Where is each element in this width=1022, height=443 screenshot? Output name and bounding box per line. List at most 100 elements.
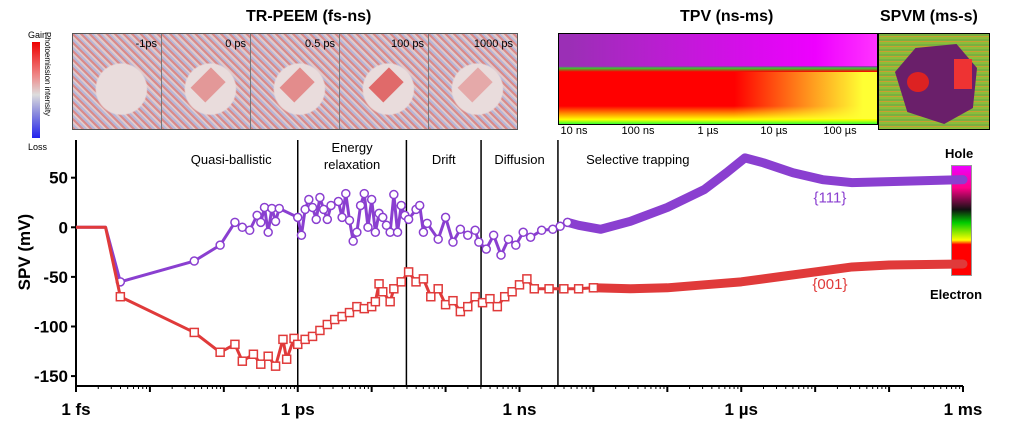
data-point bbox=[529, 284, 540, 294]
data-point bbox=[488, 230, 499, 240]
data-point bbox=[307, 202, 318, 213]
data-point bbox=[263, 351, 273, 361]
y-tick-label: -150 bbox=[34, 367, 68, 386]
data-point bbox=[293, 212, 303, 223]
y-tick-label: -50 bbox=[43, 268, 68, 287]
data-point bbox=[274, 203, 285, 214]
region-label: relaxation bbox=[324, 157, 380, 172]
photoemission-colorbar: Gain Photoemission intensity Loss bbox=[27, 30, 67, 152]
data-point bbox=[215, 240, 225, 250]
colorbar-gradient bbox=[32, 42, 40, 138]
data-point bbox=[189, 256, 200, 266]
series-tail bbox=[588, 259, 968, 294]
data-point bbox=[304, 194, 314, 205]
data-point bbox=[315, 325, 325, 336]
tpv-tick-label: 1 µs bbox=[697, 125, 719, 137]
colorbar-gain-label: Gain bbox=[28, 30, 48, 40]
data-point bbox=[248, 349, 259, 360]
data-point bbox=[463, 301, 473, 312]
electron-label: Electron bbox=[930, 287, 983, 302]
peem-title: TR-PEEM (fs-ns) bbox=[246, 8, 372, 25]
data-point bbox=[270, 216, 281, 227]
data-point bbox=[496, 250, 506, 260]
peem-frame: 100 ps bbox=[340, 34, 429, 129]
y-axis-label: SPV (mV) bbox=[15, 214, 34, 291]
data-point bbox=[433, 234, 443, 244]
colorbar-loss-label: Loss bbox=[28, 142, 48, 152]
data-point bbox=[363, 222, 373, 233]
data-point bbox=[514, 280, 525, 290]
data-point bbox=[256, 359, 266, 369]
tpv-tick-label: 100 ns bbox=[621, 125, 655, 137]
data-point bbox=[370, 227, 381, 237]
data-point bbox=[414, 200, 425, 211]
data-point bbox=[263, 227, 273, 237]
data-point bbox=[389, 189, 399, 200]
data-point bbox=[511, 240, 521, 250]
data-point bbox=[322, 319, 333, 330]
data-point bbox=[559, 284, 569, 294]
data-point bbox=[237, 356, 248, 366]
data-point bbox=[378, 212, 388, 223]
frame-time-label: 1000 ps bbox=[473, 38, 513, 50]
data-point bbox=[544, 284, 554, 294]
series-tail bbox=[563, 153, 968, 234]
region-label: Selective trapping bbox=[586, 152, 689, 167]
spvm-image bbox=[878, 33, 990, 130]
series-label: {111} bbox=[814, 189, 847, 206]
y-tick-label: 50 bbox=[49, 169, 68, 188]
data-point bbox=[366, 194, 377, 205]
data-point bbox=[418, 227, 429, 237]
region-label: Drift bbox=[432, 152, 456, 167]
data-point bbox=[492, 301, 503, 312]
peem-frame: -1ps bbox=[73, 34, 162, 129]
data-point bbox=[433, 284, 443, 294]
data-point bbox=[474, 237, 484, 247]
data-point bbox=[470, 291, 480, 302]
x-tick-label: 1 ns bbox=[502, 400, 536, 419]
data-point bbox=[426, 291, 436, 302]
series-label: {001} bbox=[812, 276, 847, 293]
data-point bbox=[322, 214, 333, 225]
data-point bbox=[536, 225, 547, 236]
data-point bbox=[562, 217, 573, 228]
frame-time-label: 0 ps bbox=[225, 38, 246, 50]
data-point bbox=[396, 277, 406, 287]
data-point bbox=[348, 236, 358, 246]
frame-time-label: 0.5 ps bbox=[305, 38, 335, 50]
charge-colorbar bbox=[951, 165, 972, 276]
spvm-title: SPVM (ms-s) bbox=[880, 8, 978, 25]
peem-frame: 1000 ps bbox=[429, 34, 517, 129]
data-point bbox=[230, 339, 240, 350]
data-point bbox=[230, 217, 240, 228]
x-tick-label: 1 µs bbox=[725, 400, 758, 419]
data-point bbox=[341, 188, 351, 199]
data-point bbox=[440, 212, 451, 223]
data-point bbox=[281, 354, 292, 364]
data-point bbox=[326, 200, 336, 211]
data-point bbox=[315, 192, 325, 203]
data-point bbox=[503, 234, 514, 244]
data-point bbox=[448, 237, 458, 247]
data-point bbox=[470, 225, 480, 236]
data-point bbox=[344, 307, 355, 318]
tpv-title: TPV (ns-ms) bbox=[680, 8, 774, 25]
data-point bbox=[344, 215, 355, 226]
data-point bbox=[418, 274, 429, 284]
data-point bbox=[370, 296, 381, 307]
frame-time-label: 100 ps bbox=[390, 38, 424, 50]
data-point bbox=[378, 287, 388, 297]
data-point bbox=[455, 224, 466, 235]
data-point bbox=[296, 230, 307, 240]
region-label: Quasi-ballistic bbox=[191, 152, 272, 167]
data-point bbox=[311, 214, 321, 225]
data-point bbox=[293, 339, 303, 350]
x-tick-label: 1 ps bbox=[281, 400, 315, 419]
data-point bbox=[573, 284, 584, 294]
y-tick-label: 0 bbox=[59, 218, 68, 237]
data-point bbox=[448, 295, 458, 306]
data-point bbox=[555, 221, 565, 232]
data-point bbox=[389, 284, 399, 294]
data-point bbox=[392, 227, 403, 237]
data-point bbox=[333, 196, 344, 207]
